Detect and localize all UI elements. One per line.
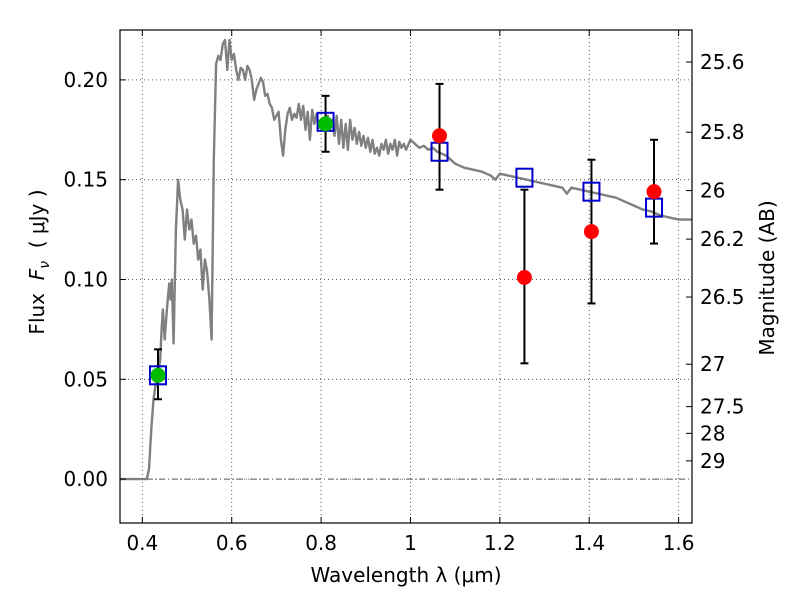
- observation-point: [516, 269, 532, 285]
- y2-tick-label: 28: [700, 421, 725, 445]
- x-tick-label: 0.4: [126, 531, 158, 555]
- y2-tick-label: 26.5: [700, 285, 745, 309]
- model-band-square: [582, 181, 601, 202]
- y-axis-label-suffix: ( μJy ): [25, 189, 49, 261]
- x-tick-label: 1.2: [484, 531, 516, 555]
- x-axis-ticks: 0.4 0.6 0.8 1 1.2 1.4 1.6: [126, 30, 695, 555]
- y-tick-label: 0.10: [63, 267, 108, 291]
- y-axis-ticks: 0.00 0.05 0.10 0.15 0.20: [63, 68, 126, 491]
- y2-tick-label: 25.6: [700, 50, 745, 74]
- y-axis-label-symbol: F: [25, 268, 49, 280]
- y2-tick-label: 27: [700, 352, 725, 376]
- model-spectrum-line: [120, 38, 692, 481]
- y-axis-label-prefix: Flux: [25, 280, 49, 334]
- x-tick-label: 1.4: [573, 531, 605, 555]
- grid: [120, 30, 692, 523]
- observation-point: [646, 184, 662, 200]
- observation-layer: [150, 116, 662, 383]
- x-axis-label: Wavelength λ (μm): [310, 563, 501, 587]
- y2-tick-label: 26.2: [700, 227, 745, 251]
- y-tick-label: 0.15: [63, 168, 108, 192]
- observation-point: [583, 224, 599, 240]
- x-tick-label: 1: [404, 531, 417, 555]
- errorbar-layer: [153, 82, 659, 401]
- y-axis-label-subscript: ν: [37, 261, 53, 269]
- y2-tick-label: 29: [700, 449, 725, 473]
- x-tick-label: 1.6: [663, 531, 695, 555]
- y-tick-label: 0.20: [63, 68, 108, 92]
- x-tick-label: 0.6: [216, 531, 248, 555]
- y-axis-label: Flux Fν ( μJy ): [25, 189, 53, 334]
- y-tick-label: 0.05: [63, 367, 108, 391]
- y2-tick-label: 27.5: [700, 395, 745, 419]
- y2-axis-label: Magnitude (AB): [755, 200, 779, 355]
- y2-tick-label: 26: [700, 179, 725, 203]
- x-tick-label: 0.8: [305, 531, 337, 555]
- model-band-square: [148, 365, 167, 386]
- model-band-square: [515, 167, 534, 188]
- plot-frame: [119, 29, 693, 524]
- observation-point: [318, 116, 334, 132]
- observation-point: [150, 367, 166, 383]
- spectrum-layer: [120, 38, 692, 481]
- band-marker-layer: [148, 111, 664, 386]
- y-tick-label: 0.00: [63, 467, 108, 491]
- y2-tick-label: 25.8: [700, 120, 745, 144]
- observation-point: [432, 128, 448, 144]
- y2-axis-ticks: 25.6 25.8 26 26.2 26.5 27 27.528 29: [686, 50, 745, 473]
